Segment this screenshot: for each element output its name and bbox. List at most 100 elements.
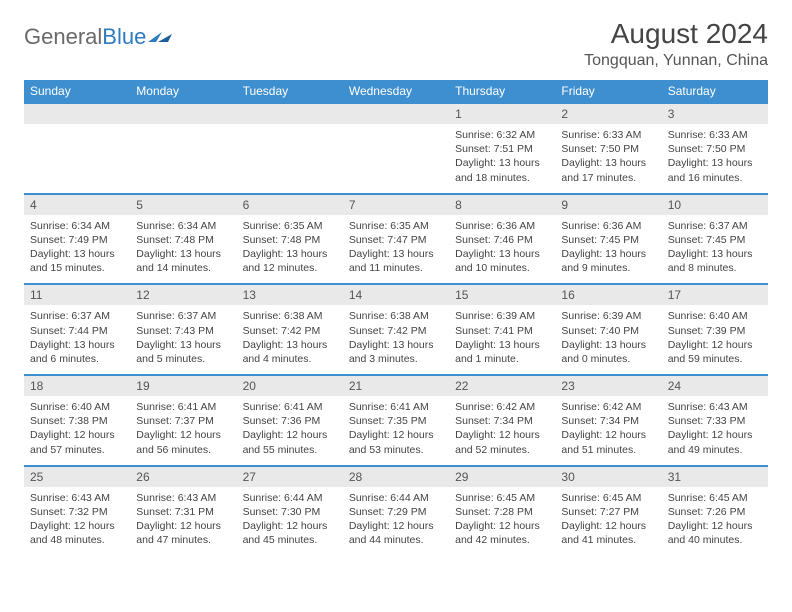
week-row: 25Sunrise: 6:43 AMSunset: 7:32 PMDayligh… — [24, 466, 768, 556]
day-number: 22 — [449, 376, 555, 396]
sunrise-line: Sunrise: 6:45 AM — [668, 491, 762, 505]
day-number: 2 — [555, 104, 661, 124]
daylight-line: Daylight: 12 hours and 52 minutes. — [455, 428, 549, 456]
sunset-line: Sunset: 7:46 PM — [455, 233, 549, 247]
sunset-line: Sunset: 7:31 PM — [136, 505, 230, 519]
day-number: 7 — [343, 195, 449, 215]
day-cell: 13Sunrise: 6:38 AMSunset: 7:42 PMDayligh… — [237, 284, 343, 375]
day-body — [343, 124, 449, 184]
day-cell: 7Sunrise: 6:35 AMSunset: 7:47 PMDaylight… — [343, 194, 449, 285]
brand-part1: General — [24, 24, 102, 50]
day-number: 20 — [237, 376, 343, 396]
daylight-line: Daylight: 13 hours and 11 minutes. — [349, 247, 443, 275]
day-cell: 11 Sunrise: 6:37 AMSunset: 7:44 PMDayligh… — [24, 284, 130, 375]
day-body: Sunrise: 6:44 AMSunset: 7:29 PMDaylight:… — [343, 487, 449, 556]
day-number: 3 — [662, 104, 768, 124]
sunset-line: Sunset: 7:30 PM — [243, 505, 337, 519]
sunset-line: Sunset: 7:29 PM — [349, 505, 443, 519]
sunrise-line: Sunrise: 6:40 AM — [30, 400, 124, 414]
sunset-line: Sunset: 7:34 PM — [561, 414, 655, 428]
daylight-line: Daylight: 13 hours and 6 minutes. — [30, 338, 124, 366]
dow-monday: Monday — [130, 80, 236, 103]
sunset-line: Sunset: 7:49 PM — [30, 233, 124, 247]
daylight-line: Daylight: 13 hours and 9 minutes. — [561, 247, 655, 275]
day-cell: 19Sunrise: 6:41 AMSunset: 7:37 PMDayligh… — [130, 375, 236, 466]
sunset-line: Sunset: 7:42 PM — [243, 324, 337, 338]
day-number: 29 — [449, 467, 555, 487]
sunrise-line: Sunrise: 6:34 AM — [136, 219, 230, 233]
daylight-line: Daylight: 12 hours and 41 minutes. — [561, 519, 655, 547]
dow-thursday: Thursday — [449, 80, 555, 103]
day-body: Sunrise: 6:34 AMSunset: 7:49 PMDaylight:… — [24, 215, 130, 284]
daylight-line: Daylight: 13 hours and 10 minutes. — [455, 247, 549, 275]
sunrise-line: Sunrise: 6:40 AM — [668, 309, 762, 323]
sunset-line: Sunset: 7:44 PM — [30, 324, 124, 338]
daylight-line: Daylight: 12 hours and 51 minutes. — [561, 428, 655, 456]
sunset-line: Sunset: 7:32 PM — [30, 505, 124, 519]
daylight-line: Daylight: 12 hours and 44 minutes. — [349, 519, 443, 547]
day-cell: 30Sunrise: 6:45 AMSunset: 7:27 PMDayligh… — [555, 466, 661, 556]
day-number: 10 — [662, 195, 768, 215]
day-number: 4 — [24, 195, 130, 215]
sunrise-line: Sunrise: 6:36 AM — [455, 219, 549, 233]
day-cell: 20Sunrise: 6:41 AMSunset: 7:36 PMDayligh… — [237, 375, 343, 466]
day-number: 23 — [555, 376, 661, 396]
day-body — [237, 124, 343, 184]
sunrise-line: Sunrise: 6:41 AM — [349, 400, 443, 414]
day-cell — [24, 103, 130, 194]
sunset-line: Sunset: 7:47 PM — [349, 233, 443, 247]
daylight-line: Daylight: 13 hours and 18 minutes. — [455, 156, 549, 184]
day-cell: 2Sunrise: 6:33 AMSunset: 7:50 PMDaylight… — [555, 103, 661, 194]
daylight-line: Daylight: 13 hours and 16 minutes. — [668, 156, 762, 184]
day-number — [343, 104, 449, 124]
day-body: Sunrise: 6:40 AMSunset: 7:39 PMDaylight:… — [662, 305, 768, 374]
day-cell: 1 Sunrise: 6:32 AMSunset: 7:51 PMDaylight… — [449, 103, 555, 194]
location: Tongquan, Yunnan, China — [584, 52, 768, 70]
day-cell: 25Sunrise: 6:43 AMSunset: 7:32 PMDayligh… — [24, 466, 130, 556]
daylight-line: Daylight: 13 hours and 1 minute. — [455, 338, 549, 366]
dow-row: Sunday Monday Tuesday Wednesday Thursday… — [24, 80, 768, 103]
sunset-line: Sunset: 7:26 PM — [668, 505, 762, 519]
day-number: 27 — [237, 467, 343, 487]
day-body: Sunrise: 6:33 AMSunset: 7:50 PMDaylight:… — [555, 124, 661, 193]
calendar-table: Sunday Monday Tuesday Wednesday Thursday… — [24, 80, 768, 555]
sunset-line: Sunset: 7:51 PM — [455, 142, 549, 156]
day-body: Sunrise: 6:40 AMSunset: 7:38 PMDaylight:… — [24, 396, 130, 465]
sunrise-line: Sunrise: 6:41 AM — [136, 400, 230, 414]
week-row: 4Sunrise: 6:34 AMSunset: 7:49 PMDaylight… — [24, 194, 768, 285]
day-body — [130, 124, 236, 184]
day-cell: 17Sunrise: 6:40 AMSunset: 7:39 PMDayligh… — [662, 284, 768, 375]
day-cell: 14Sunrise: 6:38 AMSunset: 7:42 PMDayligh… — [343, 284, 449, 375]
day-cell: 9Sunrise: 6:36 AMSunset: 7:45 PMDaylight… — [555, 194, 661, 285]
month-title: August 2024 — [584, 18, 768, 50]
sunset-line: Sunset: 7:37 PM — [136, 414, 230, 428]
day-body: Sunrise: 6:37 AMSunset: 7:45 PMDaylight:… — [662, 215, 768, 284]
day-body: Sunrise: 6:42 AMSunset: 7:34 PMDaylight:… — [449, 396, 555, 465]
daylight-line: Daylight: 12 hours and 56 minutes. — [136, 428, 230, 456]
sunrise-line: Sunrise: 6:37 AM — [668, 219, 762, 233]
day-body: Sunrise: 6:43 AMSunset: 7:32 PMDaylight:… — [24, 487, 130, 556]
day-cell: 24Sunrise: 6:43 AMSunset: 7:33 PMDayligh… — [662, 375, 768, 466]
sunrise-line: Sunrise: 6:35 AM — [243, 219, 337, 233]
day-number: 16 — [555, 285, 661, 305]
day-body: Sunrise: 6:39 AMSunset: 7:41 PMDaylight:… — [449, 305, 555, 374]
sunset-line: Sunset: 7:48 PM — [243, 233, 337, 247]
title-block: August 2024 Tongquan, Yunnan, China — [584, 18, 768, 70]
day-number: 21 — [343, 376, 449, 396]
day-cell — [343, 103, 449, 194]
day-body: Sunrise: 6:45 AMSunset: 7:28 PMDaylight:… — [449, 487, 555, 556]
sunrise-line: Sunrise: 6:32 AM — [455, 128, 549, 142]
day-number: 11 — [24, 285, 130, 305]
day-body: Sunrise: 6:38 AMSunset: 7:42 PMDaylight:… — [343, 305, 449, 374]
day-body: Sunrise: 6:34 AMSunset: 7:48 PMDaylight:… — [130, 215, 236, 284]
day-number: 1 — [449, 104, 555, 124]
daylight-line: Daylight: 12 hours and 55 minutes. — [243, 428, 337, 456]
sunrise-line: Sunrise: 6:37 AM — [30, 309, 124, 323]
day-body: Sunrise: 6:43 AMSunset: 7:33 PMDaylight:… — [662, 396, 768, 465]
header: GeneralBlue August 2024 Tongquan, Yunnan… — [24, 18, 768, 70]
day-body: Sunrise: 6:45 AMSunset: 7:27 PMDaylight:… — [555, 487, 661, 556]
day-number: 8 — [449, 195, 555, 215]
day-body: Sunrise: 6:43 AMSunset: 7:31 PMDaylight:… — [130, 487, 236, 556]
day-number: 9 — [555, 195, 661, 215]
dow-saturday: Saturday — [662, 80, 768, 103]
